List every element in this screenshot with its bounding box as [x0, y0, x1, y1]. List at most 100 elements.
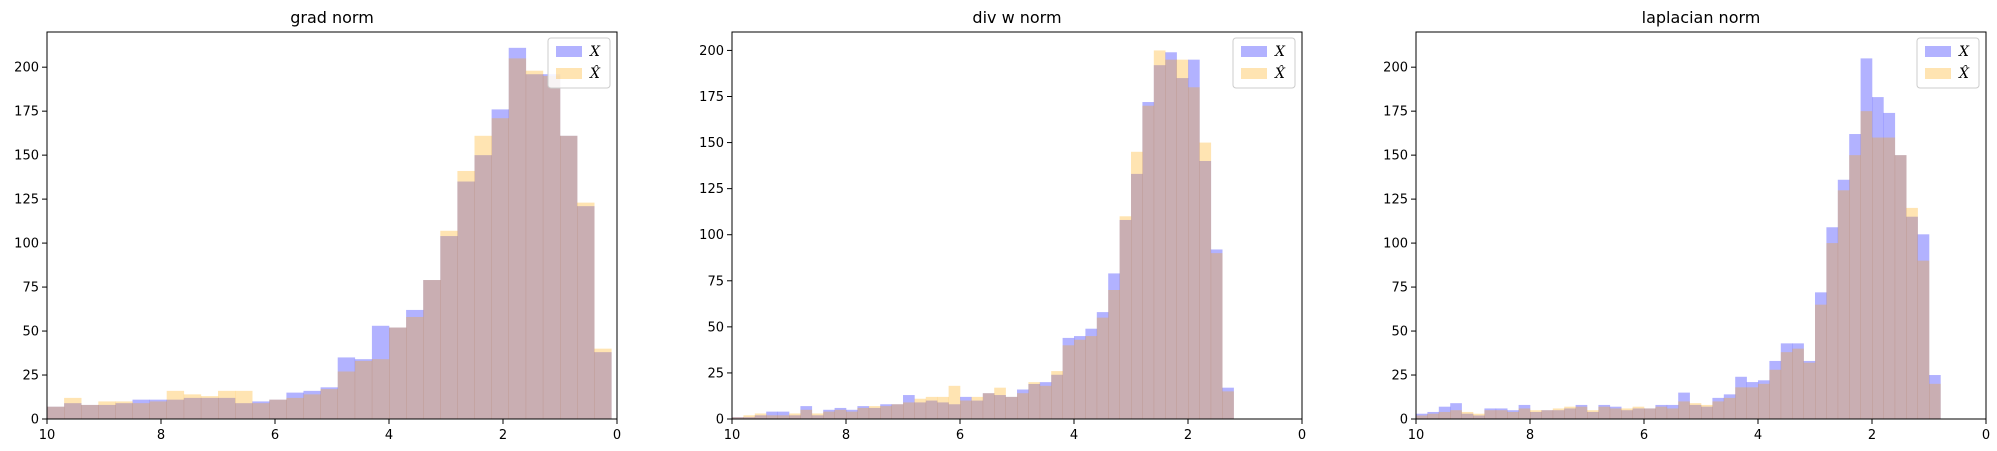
- histogram-bar: [47, 407, 64, 419]
- histogram-bar: [1804, 363, 1816, 419]
- histogram-bar: [800, 410, 812, 419]
- histogram-bar: [1541, 410, 1553, 419]
- histogram-bar: [372, 359, 389, 419]
- chart-title: laplacian norm: [1642, 8, 1761, 27]
- histogram-bar: [492, 118, 509, 419]
- x-tick-label: 10: [724, 428, 741, 443]
- histogram-bar: [835, 410, 847, 419]
- y-tick-label: 125: [14, 193, 39, 208]
- histogram-bar: [1040, 386, 1052, 419]
- y-tick-label: 50: [707, 320, 724, 335]
- histogram-bar: [880, 406, 892, 419]
- histogram-bar: [1199, 143, 1211, 419]
- legend-swatch: [1925, 46, 1951, 57]
- histogram-bar: [1051, 371, 1063, 419]
- histogram-bar: [1496, 410, 1508, 419]
- histogram-bar: [1120, 216, 1132, 419]
- chart-title: div w norm: [972, 8, 1061, 27]
- histogram-bar: [98, 401, 115, 419]
- series-x-hat-bars: [732, 50, 1234, 419]
- histogram-bar: [1826, 243, 1838, 419]
- histogram-bar: [252, 403, 269, 419]
- histogram-bar: [1416, 415, 1428, 419]
- legend: X X̂: [548, 38, 610, 88]
- x-tick-label: 2: [1868, 428, 1876, 443]
- histogram-bar: [1222, 391, 1234, 419]
- histogram-bar: [1861, 111, 1873, 419]
- histogram-bar: [526, 71, 543, 419]
- y-tick-label: 0: [1400, 413, 1408, 428]
- legend: X X̂: [1917, 38, 1979, 88]
- histogram-bar: [1142, 106, 1154, 419]
- histogram-bar: [440, 231, 457, 419]
- histogram-bar: [1758, 384, 1770, 419]
- histogram-bar: [1450, 410, 1462, 419]
- series-x-hat-bars: [47, 58, 612, 419]
- histogram-bar: [594, 349, 611, 419]
- y-tick-label: 125: [1383, 193, 1408, 208]
- y-tick-label: 150: [1383, 149, 1408, 164]
- y-tick-label: 150: [14, 149, 39, 164]
- histogram-bar: [1655, 407, 1667, 419]
- histogram-bar: [560, 136, 577, 419]
- histogram-bar: [1108, 290, 1120, 419]
- histogram-bar: [1678, 401, 1690, 419]
- legend-swatch: [556, 68, 582, 79]
- legend-box: [1917, 38, 1979, 88]
- histogram-bar: [235, 391, 252, 419]
- histogram-bar: [1165, 60, 1177, 419]
- histogram-bar: [1712, 401, 1724, 419]
- histogram-bar: [1621, 408, 1633, 419]
- histogram-bar: [81, 405, 98, 419]
- histogram-bar: [269, 400, 286, 419]
- y-tick-label: 75: [1391, 281, 1408, 296]
- chart-title: grad norm: [290, 8, 374, 27]
- histogram-bar: [64, 398, 81, 419]
- histogram-bar: [823, 412, 835, 419]
- series-x-hat-bars: [1416, 111, 1941, 419]
- histogram-bar: [1427, 414, 1439, 419]
- div-w-norm-panel: 10 8 6 4 2 00255075100125150175200div w normX…: [699, 8, 1306, 443]
- histogram-bar: [423, 280, 440, 419]
- histogram-bar: [766, 415, 778, 419]
- histogram-bar: [509, 58, 526, 419]
- histogram-bar: [1553, 408, 1565, 419]
- histogram-bar: [857, 408, 869, 419]
- histogram-bar: [960, 401, 972, 419]
- histogram-bar: [1177, 60, 1189, 419]
- histogram-bar: [812, 413, 824, 419]
- y-tick-label: 200: [1383, 61, 1408, 76]
- histogram-bar: [338, 372, 355, 420]
- histogram-bar: [755, 413, 767, 419]
- histogram-bar: [115, 401, 132, 419]
- y-tick-label: 25: [1391, 369, 1408, 384]
- histogram-bar: [1610, 408, 1622, 419]
- histogram-bar: [1701, 405, 1713, 419]
- histogram-bar: [1690, 403, 1702, 419]
- histogram-bar: [184, 394, 201, 419]
- histogram-bar: [1769, 370, 1781, 419]
- legend-box: [548, 38, 610, 88]
- histogram-bar: [1633, 407, 1645, 419]
- y-tick-label: 100: [1383, 237, 1408, 252]
- legend-swatch: [556, 46, 582, 57]
- histogram-bar: [1781, 352, 1793, 419]
- legend-box: [1233, 38, 1295, 88]
- y-tick-label: 200: [699, 44, 724, 59]
- histogram-bar: [743, 415, 755, 419]
- x-tick-label: 0: [1298, 428, 1306, 443]
- y-tick-label: 125: [699, 182, 724, 197]
- histogram-bar: [1735, 387, 1747, 419]
- legend-label: X: [589, 44, 601, 60]
- histogram-bar: [1131, 152, 1143, 419]
- x-tick-label: 4: [385, 428, 393, 443]
- histogram-bar: [457, 171, 474, 419]
- x-tick-label: 2: [499, 428, 507, 443]
- x-tick-label: 10: [39, 428, 56, 443]
- histogram-bar: [1598, 407, 1610, 419]
- y-tick-label: 25: [707, 366, 724, 381]
- y-tick-label: 200: [14, 61, 39, 76]
- x-tick-label: 6: [1640, 428, 1648, 443]
- y-tick-label: 75: [22, 281, 39, 296]
- y-tick-label: 100: [699, 228, 724, 243]
